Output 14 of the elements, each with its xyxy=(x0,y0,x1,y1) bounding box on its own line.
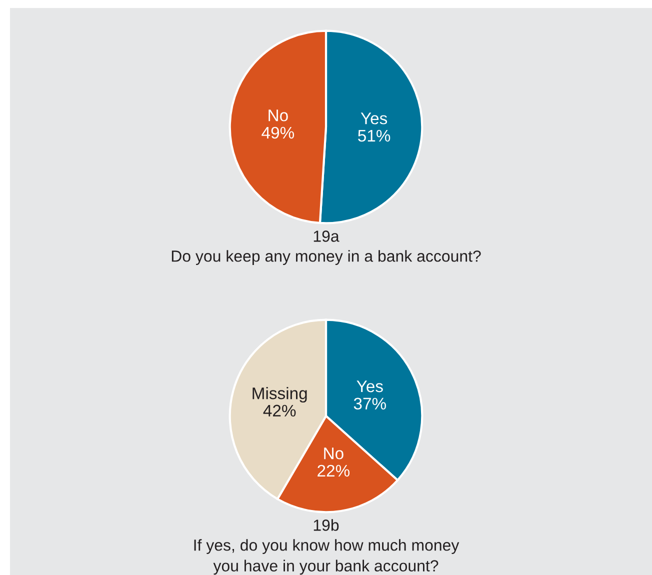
slice-label: Missing xyxy=(252,386,307,403)
data-label: 37% xyxy=(354,398,386,410)
slice-label: No xyxy=(268,110,288,122)
text: If yes, do you know how much money you have in your bank account? xyxy=(194,539,460,575)
text: 19a xyxy=(314,230,340,242)
text: Do you keep any money in a bank account? xyxy=(172,250,481,265)
slice-label: No xyxy=(324,448,344,460)
text: 19b xyxy=(314,519,339,531)
slice-label: Yes xyxy=(360,112,388,124)
data-label: 49% xyxy=(262,126,294,139)
data-label: 42% xyxy=(263,404,296,417)
data-label: 22% xyxy=(318,464,350,477)
data-label: 51% xyxy=(358,130,390,142)
slice-label: Yes xyxy=(356,380,383,392)
